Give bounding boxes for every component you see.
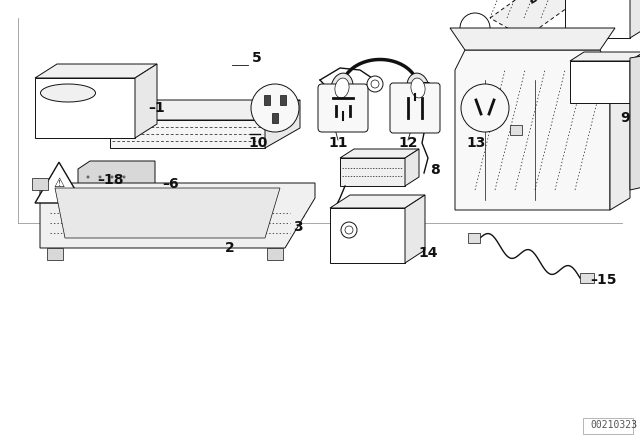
Polygon shape	[630, 52, 640, 103]
Text: 10: 10	[248, 136, 268, 150]
Ellipse shape	[335, 78, 349, 98]
Polygon shape	[135, 64, 157, 138]
Polygon shape	[55, 188, 280, 238]
Circle shape	[345, 226, 353, 234]
Text: DVD: DVD	[527, 0, 559, 6]
Circle shape	[461, 84, 509, 132]
Polygon shape	[490, 0, 595, 38]
Circle shape	[341, 222, 357, 238]
Text: –6: –6	[162, 177, 179, 191]
Bar	[272, 113, 278, 123]
Bar	[583, 418, 633, 434]
Polygon shape	[110, 100, 300, 120]
Polygon shape	[265, 100, 300, 148]
Circle shape	[371, 80, 379, 88]
Text: 12: 12	[398, 136, 418, 150]
Bar	[468, 233, 480, 243]
Polygon shape	[78, 161, 155, 193]
Polygon shape	[610, 58, 630, 210]
Text: 00210323: 00210323	[590, 420, 637, 430]
Text: –4: –4	[338, 96, 355, 110]
Polygon shape	[40, 183, 315, 248]
Polygon shape	[450, 28, 615, 50]
Polygon shape	[565, 0, 630, 38]
Text: 7: 7	[420, 81, 429, 95]
Text: 3: 3	[293, 220, 303, 234]
FancyBboxPatch shape	[390, 83, 440, 133]
Polygon shape	[630, 0, 640, 38]
Polygon shape	[405, 149, 419, 186]
Polygon shape	[405, 195, 425, 263]
Polygon shape	[570, 61, 630, 103]
Text: –15: –15	[590, 273, 616, 287]
Ellipse shape	[40, 84, 95, 102]
Circle shape	[251, 84, 299, 132]
Polygon shape	[330, 195, 425, 208]
Polygon shape	[35, 64, 157, 78]
Bar	[267, 248, 283, 260]
Ellipse shape	[331, 73, 353, 103]
Polygon shape	[330, 208, 405, 263]
Ellipse shape	[411, 78, 425, 98]
Polygon shape	[110, 120, 265, 148]
Text: 5: 5	[252, 51, 262, 65]
Bar	[580, 273, 594, 283]
Bar	[264, 95, 270, 105]
Text: –1: –1	[148, 101, 164, 115]
Polygon shape	[455, 50, 610, 210]
Polygon shape	[340, 149, 419, 158]
Text: 8: 8	[430, 163, 440, 177]
Polygon shape	[35, 78, 135, 138]
Text: 13: 13	[467, 136, 486, 150]
Polygon shape	[35, 162, 83, 203]
Circle shape	[367, 76, 383, 92]
Text: 14: 14	[418, 246, 438, 260]
Polygon shape	[630, 55, 640, 190]
Bar	[280, 95, 286, 105]
Text: 11: 11	[328, 136, 348, 150]
Ellipse shape	[407, 73, 429, 103]
Bar	[32, 178, 48, 190]
Bar	[510, 125, 522, 135]
Text: 2: 2	[225, 241, 235, 255]
Text: 00210323: 00210323	[590, 420, 637, 430]
Polygon shape	[340, 158, 405, 186]
Polygon shape	[570, 52, 640, 61]
Text: ⚠: ⚠	[53, 177, 65, 190]
FancyBboxPatch shape	[318, 84, 368, 132]
Text: 16: 16	[638, 73, 640, 87]
Bar	[47, 248, 63, 260]
Text: 9: 9	[620, 111, 630, 125]
Text: –18: –18	[97, 173, 124, 187]
